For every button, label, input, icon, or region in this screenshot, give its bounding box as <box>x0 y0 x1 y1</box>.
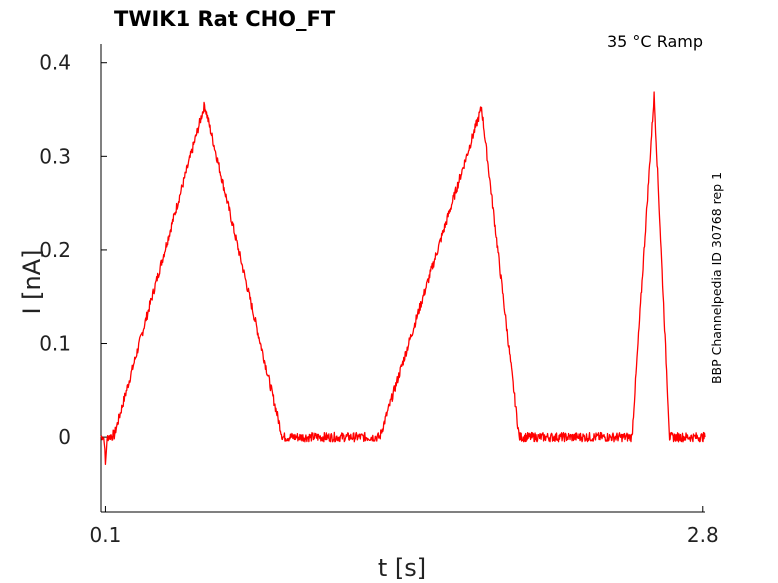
series-group <box>100 91 706 466</box>
y-tick-label: 0.3 <box>39 144 71 168</box>
y-axis-label: I [nA] <box>18 249 46 314</box>
chart-subtitle: 35 °C Ramp <box>607 32 703 51</box>
chart-title: TWIK1 Rat CHO_FT <box>114 7 336 31</box>
y-tick-label: 0 <box>58 425 71 449</box>
x-axis-label: t [s] <box>378 554 426 582</box>
x-tick-label: 2.8 <box>687 523 719 547</box>
ticks: 0 0.1 0.2 0.3 0.4 0.1 2.8 <box>39 51 719 547</box>
channelpedia-id-note: BBP Channelpedia ID 30768 rep 1 <box>709 172 724 384</box>
y-tick-label: 0.4 <box>39 51 71 75</box>
axes <box>100 44 705 513</box>
y-tick-label: 0.1 <box>39 332 71 356</box>
series-line <box>100 91 706 466</box>
x-tick-label: 0.1 <box>90 523 122 547</box>
y-tick-label: 0.2 <box>39 238 71 262</box>
